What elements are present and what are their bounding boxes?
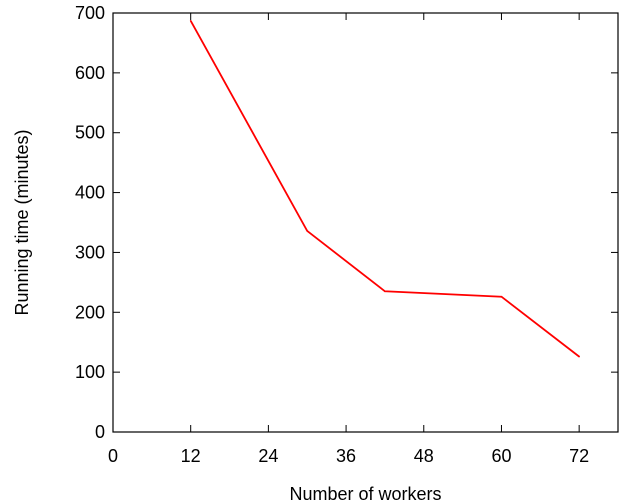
- x-tick-label: 72: [569, 446, 589, 466]
- series-line-0: [189, 20, 580, 358]
- data-point: [578, 355, 580, 358]
- y-tick-label: 0: [95, 422, 105, 442]
- x-tick-label: 12: [181, 446, 201, 466]
- data-point: [306, 230, 309, 232]
- data-point: [500, 295, 503, 298]
- plot-border: [112, 12, 619, 433]
- y-tick-label: 600: [75, 63, 105, 83]
- x-tick-label: 36: [336, 446, 356, 466]
- x-tick-label: 48: [414, 446, 434, 466]
- x-tick-label: 24: [258, 446, 278, 466]
- y-tick-label: 200: [75, 302, 105, 322]
- x-axis-title: Number of workers: [289, 484, 441, 504]
- x-axis-ticks: 0 12 24 36 48 60 72: [108, 13, 589, 466]
- y-axis-ticks: 0 100 200 300 400 500 600 700: [75, 3, 618, 442]
- y-tick-label: 300: [75, 242, 105, 262]
- y-tick-label: 700: [75, 3, 105, 23]
- data-point: [189, 19, 192, 22]
- y-tick-label: 400: [75, 183, 105, 203]
- y-tick-label: 500: [75, 123, 105, 143]
- plot-frame: [112, 12, 619, 433]
- x-tick-label: 60: [491, 446, 511, 466]
- y-axis-title: Running time (minutes): [12, 129, 32, 315]
- data-point: [384, 290, 386, 293]
- x-tick-label: 0: [108, 446, 118, 466]
- series-layer: [189, 19, 580, 358]
- y-tick-label: 100: [75, 362, 105, 382]
